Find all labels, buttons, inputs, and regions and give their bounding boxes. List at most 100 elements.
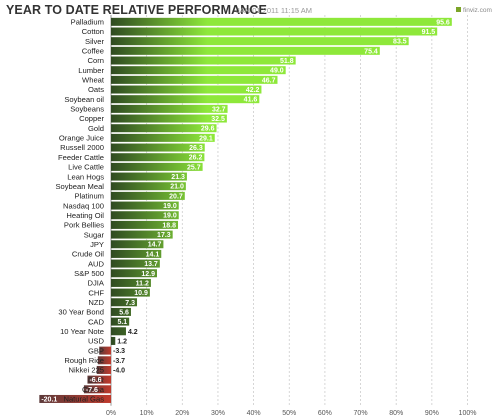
category-label: 30 Year Bond [58, 308, 104, 317]
category-label: 10 Year Note [60, 327, 104, 336]
bar[interactable] [111, 240, 164, 249]
x-tick-label: 50% [282, 410, 296, 417]
bar[interactable] [111, 191, 185, 200]
bar[interactable] [111, 259, 160, 268]
value-label: 26.3 [189, 145, 203, 152]
value-label: 11.2 [136, 280, 149, 287]
category-label: Feeder Cattle [58, 153, 104, 162]
bar[interactable] [111, 27, 438, 36]
bar[interactable] [111, 37, 409, 46]
value-label: 14.1 [146, 251, 160, 258]
brand-label: finviz.com [463, 7, 492, 14]
category-label: Sugar [84, 230, 105, 239]
value-label: 4.2 [128, 329, 138, 336]
category-label: Soybean oil [64, 95, 104, 104]
value-label: 5.1 [117, 319, 127, 326]
value-label: 12.9 [141, 271, 155, 278]
category-label: Platinum [74, 192, 104, 201]
bar[interactable] [111, 317, 130, 326]
value-label: 26.2 [189, 155, 203, 162]
category-label: Cotton [82, 27, 104, 36]
value-label: 13.7 [144, 261, 158, 268]
bar[interactable] [111, 278, 151, 287]
value-label: 91.5 [422, 29, 436, 36]
bar[interactable] [111, 172, 187, 181]
bar[interactable] [111, 211, 179, 220]
category-label: Gold [88, 124, 104, 133]
category-label: USD [88, 337, 105, 346]
bar[interactable] [111, 182, 186, 191]
brand-icon [456, 7, 461, 12]
bar[interactable] [111, 143, 205, 152]
category-label: Nasdaq 100 [63, 201, 104, 210]
bar[interactable] [39, 394, 111, 403]
bars [39, 17, 452, 403]
bar[interactable] [111, 230, 173, 239]
value-label: 51.8 [280, 58, 294, 65]
value-label: 21.0 [170, 184, 184, 191]
category-label: AUD [88, 259, 105, 268]
value-label: 75.4 [364, 48, 378, 55]
bar[interactable] [111, 336, 116, 345]
bar[interactable] [111, 124, 217, 133]
value-label: 95.6 [436, 19, 450, 26]
value-label: 21.3 [171, 174, 185, 181]
value-labels: 95.691.5 83.5 75.4 51.8 49.0 46.742.2 41.6 32.7… [41, 19, 450, 403]
bar[interactable] [111, 201, 179, 210]
chart-title: YEAR TO DATE RELATIVE PERFORMANCE [6, 3, 267, 17]
x-tick-label: 0% [106, 410, 116, 417]
x-tick-label: 30% [211, 410, 225, 417]
category-label: Soybean Meal [55, 182, 104, 191]
bar[interactable] [111, 153, 205, 162]
value-label: 32.7 [212, 106, 226, 113]
category-label: S&P 500 [74, 269, 104, 278]
value-label: 32.5 [211, 116, 225, 123]
bar[interactable] [96, 365, 111, 374]
bar[interactable] [111, 162, 203, 171]
bar[interactable] [111, 56, 296, 65]
category-label: Nikkei 225 [69, 366, 104, 375]
x-tick-label: 60% [318, 410, 332, 417]
value-label: -6.6 [89, 377, 101, 384]
value-label: 46.7 [262, 77, 276, 84]
category-label: Coffee [82, 47, 104, 56]
category-label: Orange Juice [59, 134, 104, 143]
bar[interactable] [111, 220, 179, 229]
bar[interactable] [111, 327, 126, 336]
bar[interactable] [111, 298, 138, 307]
bar[interactable] [83, 385, 111, 394]
value-label: 18.8 [162, 222, 176, 229]
value-label: 17.3 [157, 232, 171, 239]
bar[interactable] [111, 269, 157, 278]
value-label: 19.0 [163, 213, 177, 220]
value-label: 41.6 [244, 97, 258, 104]
bar[interactable] [111, 17, 452, 26]
bar[interactable] [97, 356, 111, 365]
category-label: Wheat [82, 76, 105, 85]
category-label: DJIA [88, 279, 105, 288]
bar[interactable] [111, 288, 150, 297]
value-label: 1.2 [117, 338, 127, 345]
value-label: 7.3 [125, 300, 135, 307]
category-label: Live Cattle [68, 163, 104, 172]
bar[interactable] [111, 133, 215, 142]
value-label: 20.7 [169, 193, 183, 200]
bar[interactable] [111, 66, 286, 75]
brand-logo[interactable]: finviz.com [456, 7, 492, 14]
bar[interactable] [111, 104, 228, 113]
bar[interactable] [111, 46, 380, 55]
bar[interactable] [111, 75, 278, 84]
category-label: Lumber [78, 66, 104, 75]
value-label: 19.0 [163, 203, 177, 210]
bar[interactable] [111, 95, 260, 104]
category-label: JPY [90, 240, 104, 249]
category-label: Natural Gas [63, 395, 104, 404]
bar[interactable] [111, 85, 262, 94]
bar[interactable] [111, 249, 162, 258]
bar[interactable] [99, 346, 111, 355]
bar[interactable] [87, 375, 111, 384]
bar[interactable] [111, 307, 131, 316]
category-labels: PalladiumCottonSilverCoffeeCornLumberWhe… [55, 18, 104, 404]
x-axis-ticks: 0% 10% 20% 30% 40% 50% 60% 70% 80% 90% 100% [106, 410, 477, 417]
bar[interactable] [111, 114, 227, 123]
